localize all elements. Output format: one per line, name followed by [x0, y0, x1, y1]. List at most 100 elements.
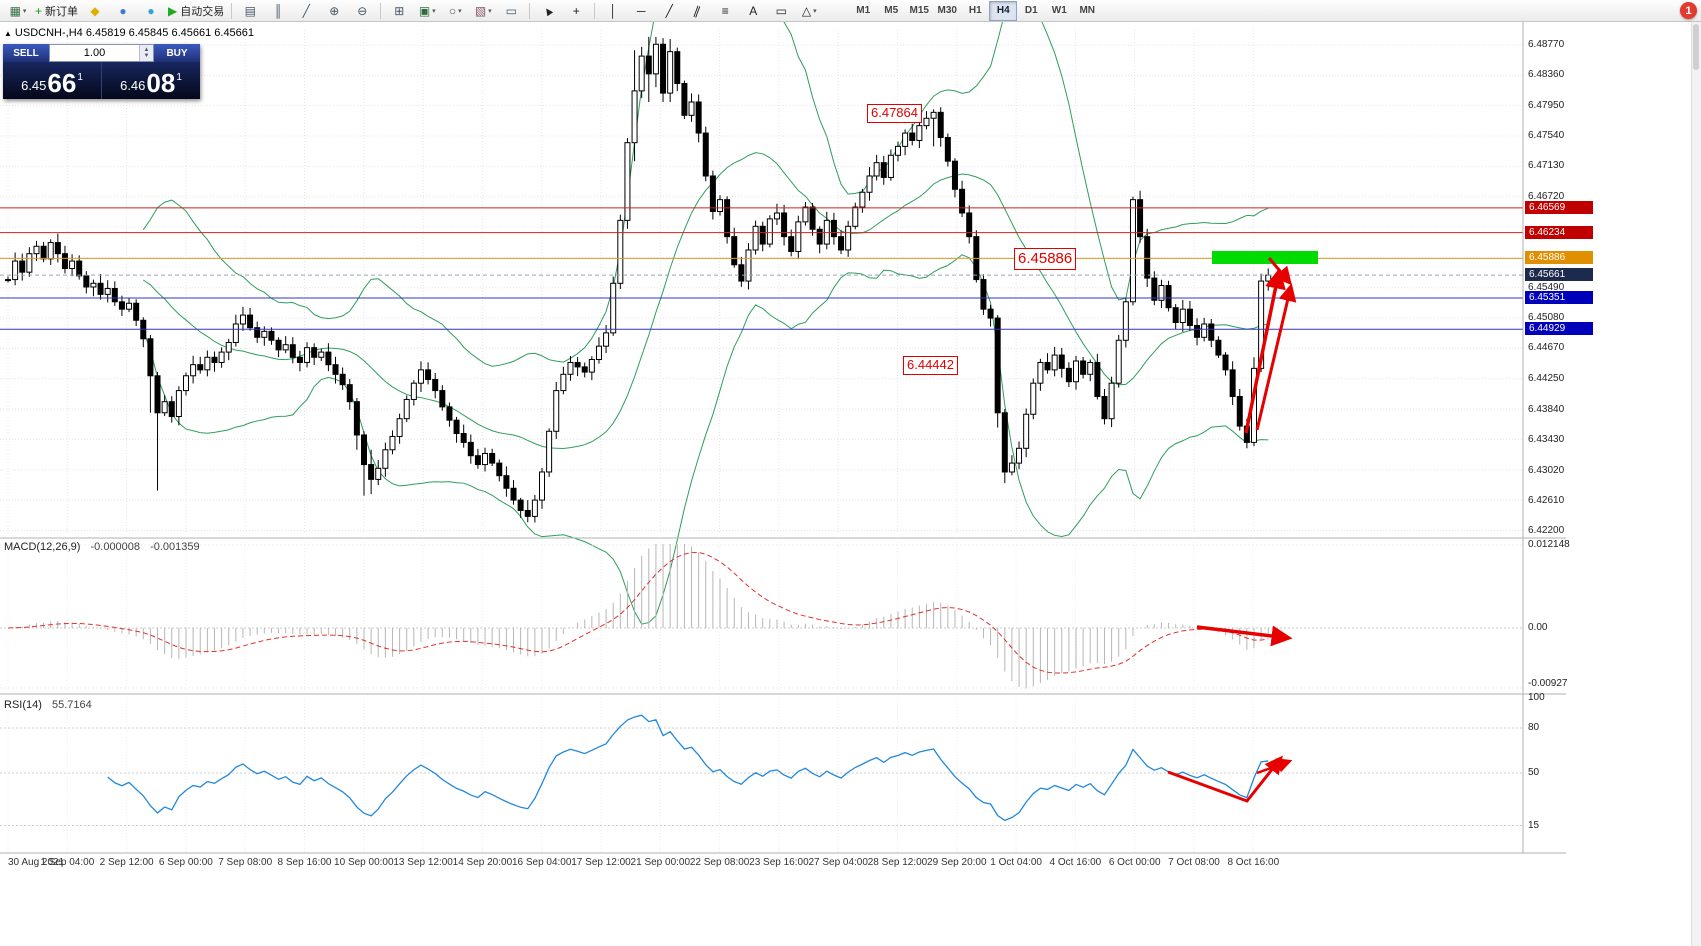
data-window-button[interactable]: ▭ — [497, 0, 525, 22]
time-axis-label: 6 Oct 00:00 — [1108, 857, 1161, 868]
horizontal-line-button[interactable]: ─ — [627, 0, 655, 22]
trendline-icon: ╱ — [665, 3, 673, 18]
timeframe-m1-button[interactable]: M1 — [856, 5, 871, 16]
price-axis-tick: 6.43020 — [1528, 464, 1565, 476]
price-callout: 6.47864 — [867, 104, 922, 123]
horizontal-line-icon: ─ — [636, 3, 646, 18]
zoom-in-icon: ⊕ — [329, 3, 340, 18]
new-chart-button[interactable]: ▦ — [4, 0, 32, 22]
crosshair-icon: + — [572, 3, 580, 18]
news-button[interactable]: ● — [137, 0, 165, 22]
vertical-scrollbar[interactable] — [1691, 22, 1701, 946]
time-axis-label: 23 Sep 16:00 — [749, 857, 809, 868]
shapes-button[interactable]: △ — [795, 0, 823, 22]
macd-main-value: -0.000008 — [90, 541, 141, 553]
sell-button[interactable]: SELL — [3, 44, 49, 62]
price-axis-tick: 6.48360 — [1528, 69, 1565, 81]
timeframe-m15-button[interactable]: M15 — [909, 5, 929, 16]
macd-label: MACD(12,26,9) — [4, 541, 81, 553]
trendline-button[interactable]: ╱ — [655, 0, 683, 22]
rsi-label: RSI(14) — [4, 699, 42, 711]
symbol-info-bar: ▲ USDCNH-,H4 6.45819 6.45845 6.45661 6.45… — [4, 27, 254, 39]
new-window-button[interactable]: ▣ — [413, 0, 441, 22]
templates-button[interactable]: ▧ — [469, 0, 497, 22]
label-icon: ▭ — [775, 3, 787, 18]
price-callout: 6.45886 — [1014, 248, 1077, 270]
time-axis-label: 14 Sep 20:00 — [452, 857, 513, 868]
autotrading-button-label: 自动交易 — [180, 5, 225, 18]
rsi-axis-label: 50 — [1528, 767, 1540, 778]
time-axis-label: 16 Sep 04:00 — [511, 857, 572, 868]
line-mode-button[interactable]: ╱ — [292, 0, 320, 22]
timeframe-mn-button[interactable]: MN — [1079, 5, 1096, 16]
toolbar-separator — [594, 2, 596, 19]
price-axis-tick: 6.47950 — [1528, 99, 1565, 111]
volume-box: ▲ ▼ — [49, 44, 154, 62]
label-button[interactable]: ▭ — [767, 0, 795, 22]
price-line-badge: 6.46569 — [1525, 200, 1593, 214]
crosshair-button[interactable]: + — [562, 0, 590, 22]
fibonacci-button[interactable]: ≡ — [711, 0, 739, 22]
price-line-badge: 6.45886 — [1525, 251, 1593, 265]
rsi-header: RSI(14) 55.7164 — [4, 699, 92, 711]
autotrading-icon: ▶ — [168, 3, 178, 18]
community-button[interactable]: ● — [109, 0, 137, 22]
price-axis-tick: 6.46720 — [1528, 190, 1565, 202]
community-icon: ● — [119, 3, 127, 18]
volume-up-icon[interactable]: ▲ — [143, 47, 150, 53]
time-axis-label: 4 Oct 16:00 — [1049, 857, 1102, 868]
macd-header: MACD(12,26,9) -0.000008 -0.001359 — [4, 541, 200, 553]
tile-windows-button[interactable]: ⊞ — [385, 0, 413, 22]
rsi-axis-label: 100 — [1528, 692, 1545, 703]
time-axis-label: 2 Sep 12:00 — [99, 857, 154, 868]
time-axis-label: 10 Sep 00:00 — [334, 857, 394, 868]
period-selector-icon: ○ — [448, 3, 457, 18]
candles-mode-button[interactable]: ║ — [264, 0, 292, 22]
zoom-out-button[interactable]: ⊖ — [348, 0, 376, 22]
sell-price-display[interactable]: 6.45 66 1 — [3, 62, 101, 99]
timeframe-d1-button[interactable]: D1 — [1024, 5, 1038, 16]
text-icon: A — [749, 3, 758, 18]
rsi-axis-label: 80 — [1528, 722, 1540, 733]
autotrading-button[interactable]: ▶ 自动交易 — [165, 0, 227, 22]
timeframe-w1-button[interactable]: W1 — [1051, 5, 1067, 16]
sell-price-small: 6.45 — [21, 78, 47, 93]
time-axis-label: 22 Sep 08:00 — [689, 857, 750, 868]
volume-input[interactable] — [50, 45, 139, 61]
vertical-line-icon: │ — [609, 3, 618, 18]
price-callout: 6.44442 — [903, 356, 958, 375]
buy-button[interactable]: BUY — [154, 44, 200, 62]
mql5-market-button[interactable]: ◆ — [81, 0, 109, 22]
period-selector-button[interactable]: ○ — [441, 0, 469, 22]
fibonacci-icon: ≡ — [721, 3, 729, 18]
vertical-line-button[interactable]: │ — [599, 0, 627, 22]
new-order-button[interactable]: + 新订单 — [32, 0, 81, 22]
time-axis-label: 21 Sep 00:00 — [630, 857, 691, 868]
rsi-value: 55.7164 — [51, 699, 92, 711]
notification-badge[interactable]: 1 — [1680, 2, 1697, 19]
scrollbar-thumb[interactable] — [1693, 24, 1699, 70]
price-axis-tick: 6.45490 — [1528, 281, 1565, 293]
volume-down-icon[interactable]: ▼ — [143, 53, 150, 59]
data-window-icon: ▭ — [505, 3, 517, 18]
timeframe-m30-button[interactable]: M30 — [937, 5, 957, 16]
zoom-in-button[interactable]: ⊕ — [320, 0, 348, 22]
text-button[interactable]: A — [739, 0, 767, 22]
bars-mode-button[interactable]: ▤ — [236, 0, 264, 22]
time-axis-label: 28 Sep 12:00 — [867, 857, 928, 868]
buy-price-display[interactable]: 6.46 08 1 — [101, 62, 200, 99]
macd-axis-label: -0.00927 — [1528, 678, 1568, 689]
timeframe-m5-button[interactable]: M5 — [884, 5, 899, 16]
price-axis-tick: 6.42200 — [1528, 525, 1565, 537]
buy-price-small: 6.46 — [120, 78, 146, 93]
timeframe-h1-button[interactable]: H1 — [968, 5, 982, 16]
time-axis-label: 17 Sep 12:00 — [571, 857, 631, 868]
channel-button[interactable]: ∥ — [683, 0, 711, 22]
cursor-button[interactable]: ▲ — [534, 0, 562, 22]
rsi-axis-label: 15 — [1528, 819, 1540, 831]
macd-signal-value: -0.001359 — [150, 541, 200, 553]
timeframe-h4-button[interactable]: H4 — [989, 0, 1018, 21]
volume-stepper[interactable]: ▲ ▼ — [139, 45, 153, 61]
